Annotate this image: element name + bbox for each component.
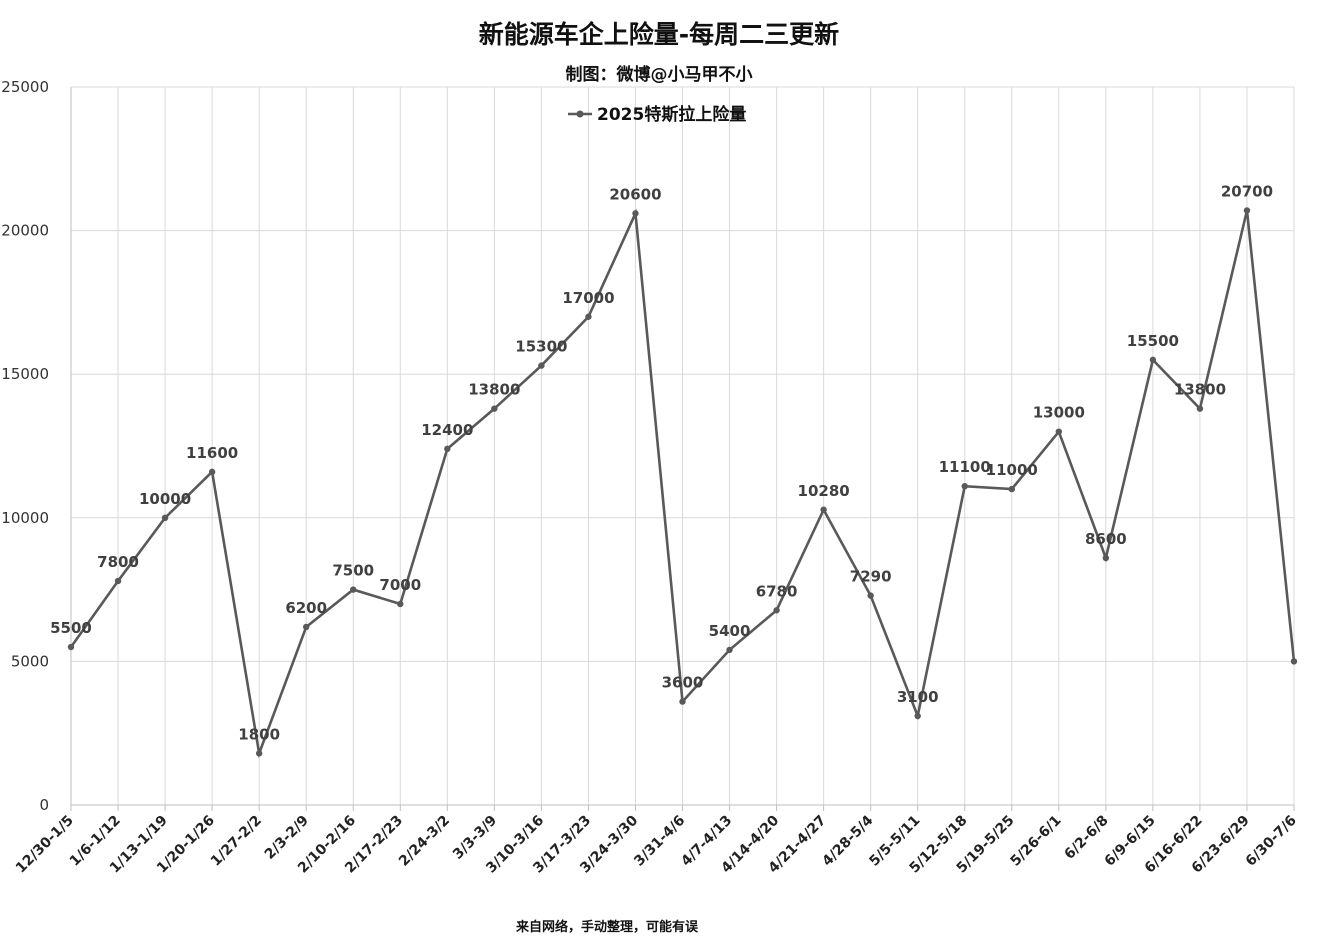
x-tick-label: 5/26-6/1 bbox=[1008, 813, 1065, 870]
y-axis-ticks: 0 5000 10000 15000 20000 25000 bbox=[1, 78, 49, 814]
data-label: 8600 bbox=[1085, 530, 1127, 548]
data-point bbox=[397, 600, 404, 608]
data-point bbox=[302, 623, 310, 631]
data-label: 12400 bbox=[421, 421, 473, 439]
y-tick-label: 0 bbox=[39, 796, 49, 814]
data-point bbox=[726, 646, 733, 654]
data-point bbox=[1290, 658, 1298, 665]
data-label: 7290 bbox=[850, 568, 892, 586]
data-label: 20600 bbox=[609, 185, 661, 203]
data-point bbox=[491, 405, 498, 412]
x-tick-label: 6/30-7/6 bbox=[1243, 813, 1300, 870]
data-label: 7500 bbox=[332, 562, 374, 580]
y-tick-label: 15000 bbox=[1, 365, 49, 383]
data-point bbox=[1196, 405, 1204, 412]
data-point bbox=[1243, 207, 1251, 214]
chart-title: 新能源车企上险量-每周二三更新 bbox=[479, 20, 839, 49]
data-point bbox=[820, 506, 827, 513]
data-point bbox=[67, 643, 75, 651]
x-tick-label: 12/30-1/5 bbox=[13, 813, 77, 877]
data-point bbox=[114, 577, 122, 585]
data-label: 3600 bbox=[662, 674, 704, 692]
data-label: 6780 bbox=[756, 582, 798, 600]
data-point bbox=[867, 592, 874, 599]
y-tick-label: 10000 bbox=[1, 509, 49, 527]
data-label: 13000 bbox=[1033, 404, 1085, 422]
data-label: 11600 bbox=[186, 444, 238, 462]
data-label: 13800 bbox=[1174, 381, 1226, 399]
legend-entry: 2025特斯拉上险量 bbox=[597, 104, 746, 125]
data-point bbox=[161, 514, 169, 521]
legend: 2025特斯拉上险量 bbox=[568, 104, 746, 125]
data-label: 20700 bbox=[1221, 182, 1273, 200]
data-point bbox=[773, 607, 780, 614]
data-point bbox=[914, 712, 921, 720]
data-label: 5400 bbox=[709, 622, 751, 640]
data-label: 15300 bbox=[515, 338, 567, 356]
data-label: 15500 bbox=[1127, 332, 1179, 350]
data-label: 6200 bbox=[285, 599, 327, 617]
data-point bbox=[538, 362, 545, 369]
x-axis-ticks: 12/30-1/51/6-1/121/13-1/191/20-1/261/27-… bbox=[13, 812, 1300, 876]
data-label: 10000 bbox=[139, 490, 191, 508]
x-tick-label: 1/27-2/2 bbox=[208, 813, 265, 870]
data-point bbox=[961, 483, 968, 490]
y-tick-label: 20000 bbox=[1, 222, 49, 240]
data-label: 10280 bbox=[798, 482, 850, 500]
data-point bbox=[1102, 554, 1110, 562]
data-point bbox=[444, 445, 451, 453]
chart-footer: 来自网络，手动整理，可能有误 bbox=[515, 919, 699, 935]
data-point bbox=[1055, 428, 1063, 435]
data-label: 7800 bbox=[97, 553, 139, 571]
data-labels: 5500 7800 10000 11600 1800 6200 7500 7000 12400 1… bbox=[50, 182, 1273, 743]
x-tick-label: 2/24-3/2 bbox=[396, 813, 453, 870]
axes bbox=[70, 87, 1295, 811]
data-point bbox=[632, 210, 639, 217]
data-point bbox=[1149, 356, 1157, 364]
y-tick-label: 5000 bbox=[11, 652, 49, 670]
data-point bbox=[350, 586, 357, 593]
data-label: 11000 bbox=[986, 461, 1038, 479]
data-label: 11100 bbox=[939, 458, 991, 476]
data-label: 3100 bbox=[897, 688, 939, 706]
data-point bbox=[585, 313, 592, 320]
y-tick-label: 25000 bbox=[1, 78, 49, 96]
data-label: 17000 bbox=[562, 289, 614, 307]
data-point bbox=[255, 750, 263, 757]
series bbox=[67, 207, 1298, 759]
data-point bbox=[208, 468, 216, 476]
data-label: 5500 bbox=[50, 619, 92, 637]
chart-subtitle: 制图：微博@小马甲不小 bbox=[566, 64, 753, 85]
data-label: 7000 bbox=[379, 576, 421, 594]
data-label: 1800 bbox=[238, 725, 280, 743]
data-point bbox=[1008, 485, 1015, 493]
legend-marker-icon bbox=[576, 110, 584, 118]
data-label: 13800 bbox=[468, 381, 520, 399]
data-point bbox=[679, 698, 686, 705]
